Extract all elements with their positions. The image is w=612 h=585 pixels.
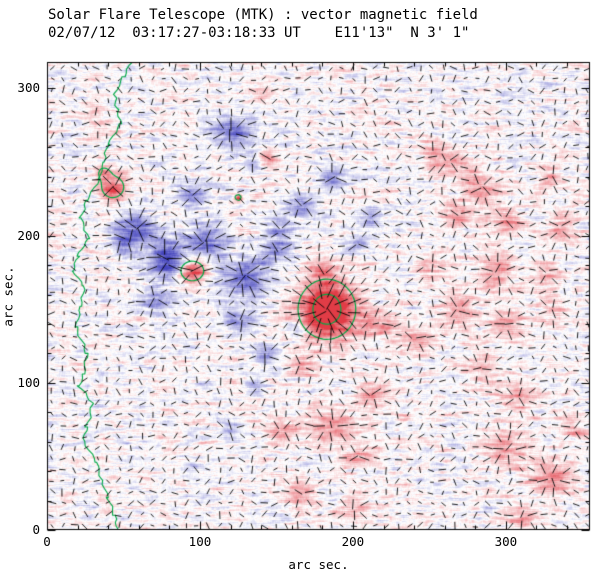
x-tick-label: 100 — [188, 534, 212, 549]
x-tick-label: 200 — [341, 534, 365, 549]
y-axis-label: arc sec. — [0, 266, 16, 327]
figure-title: Solar Flare Telescope (MTK) : vector mag… — [48, 7, 478, 23]
x-tick-label: 0 — [43, 534, 51, 549]
x-tick-label: 300 — [494, 534, 518, 549]
x-axis-label: arc sec. — [288, 557, 349, 572]
y-tick-label: 100 — [17, 374, 40, 390]
y-tick-label: 300 — [17, 80, 40, 96]
y-tick-label: 0 — [32, 522, 40, 537]
figure-subtitle: 02/07/12 03:17:27-03:18:33 UT E11'13" N … — [48, 25, 470, 41]
y-tick-label: 200 — [17, 227, 40, 243]
